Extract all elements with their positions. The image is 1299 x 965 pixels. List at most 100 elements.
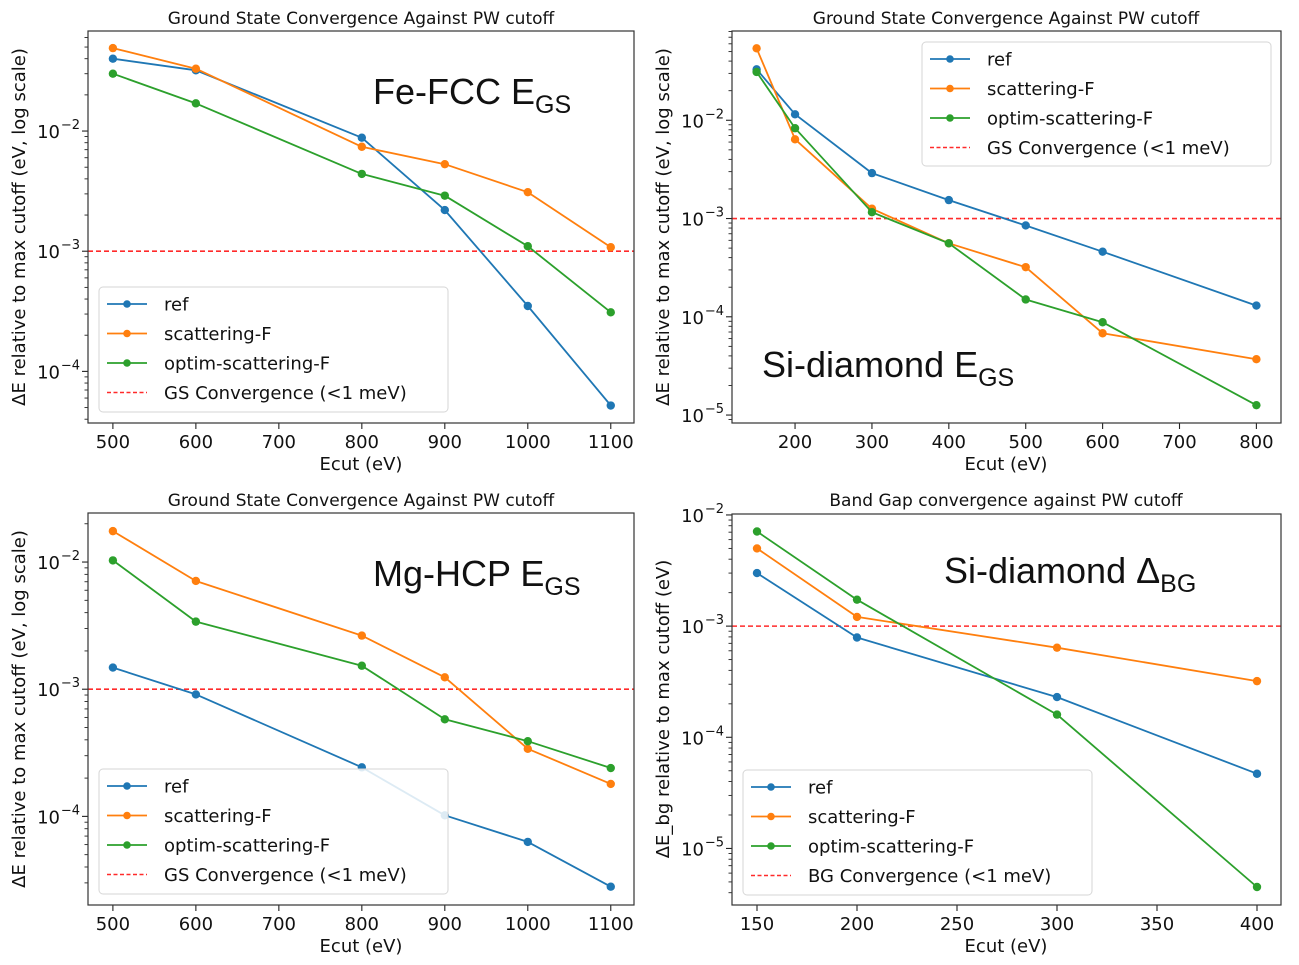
data-point (1252, 882, 1262, 892)
y-tick-label-exponent: −3 (61, 238, 80, 253)
x-tick-label: 900 (428, 432, 462, 453)
legend-item-threshold: GS Convergence (<1 meV) (930, 138, 1230, 159)
data-point (606, 882, 615, 891)
series-line (756, 547, 1258, 682)
chart-title: Ground State Convergence Against PW cuto… (168, 9, 556, 29)
legend-label: GS Convergence (<1 meV) (164, 865, 407, 886)
x-tick-label: 400 (932, 432, 966, 453)
data-point (1098, 329, 1107, 338)
x-tick-label: 800 (345, 432, 379, 453)
data-point (523, 837, 532, 847)
y-tick-label-exponent: −4 (705, 724, 724, 739)
legend-marker (123, 329, 131, 338)
data-point (523, 301, 532, 311)
legend-frame (921, 41, 1272, 167)
legend-label: optim-scattering-F (987, 109, 1153, 130)
legend: ref scattering-F optim-scattering-F GS Conv… (98, 768, 449, 895)
x-tick-label: 700 (262, 914, 296, 935)
legend-label: GS Convergence (<1 meV) (987, 138, 1230, 159)
data-point (191, 99, 201, 108)
y-tick-label-base: 10 (681, 406, 704, 427)
data-point (357, 169, 367, 179)
panel-annotation: Fe-FCC EGS (373, 71, 571, 119)
data-point (357, 631, 367, 640)
data-point (523, 187, 532, 197)
data-point (1052, 692, 1062, 702)
series-scattering-F (108, 43, 615, 252)
y-tick-label-exponent: −2 (61, 118, 80, 133)
legend-item-threshold: GS Convergence (<1 meV) (107, 383, 407, 404)
x-tick-label: 1100 (588, 914, 634, 935)
axes-frame (87, 30, 635, 424)
data-point (191, 576, 201, 586)
y-tick-label-base: 10 (37, 242, 60, 263)
data-point (191, 64, 201, 73)
y-tick-label-exponent: −3 (705, 206, 724, 221)
legend-label: GS Convergence (<1 meV) (164, 383, 407, 404)
data-point (606, 763, 615, 773)
data-point (108, 663, 118, 672)
panel-si-diamond-bg: Band Gap convergence against PW cutoff E… (653, 491, 1282, 957)
x-tick-label: 500 (96, 432, 130, 453)
x-tick-label: 500 (96, 914, 130, 935)
data-point (944, 195, 954, 205)
chart-title: Ground State Convergence Against PW cuto… (168, 491, 556, 511)
y-tick-label-exponent: −5 (705, 835, 724, 850)
x-axis-label: Ecut (eV) (965, 936, 1048, 957)
data-point (867, 168, 877, 178)
x-tick-label: 600 (179, 432, 213, 453)
legend: ref scattering-F optim-scattering-F GS Conv… (98, 286, 449, 413)
legend: ref scattering-F optim-scattering-F BG Conv… (742, 769, 1093, 896)
chart-title: Ground State Convergence Against PW cuto… (813, 9, 1201, 29)
data-point (867, 207, 877, 217)
panel-annotation: Mg-HCP EGS (373, 553, 581, 601)
y-tick-label-base: 10 (37, 362, 60, 383)
y-tick-label: 10 (681, 210, 704, 231)
y-tick-label-base: 10 (37, 122, 60, 143)
annotation-main: Fe-FCC E (373, 71, 535, 112)
x-tick-label: 800 (1239, 432, 1273, 453)
data-point (108, 69, 118, 78)
y-tick-label-base: 10 (681, 506, 704, 527)
series-line (756, 572, 1258, 775)
y-tick-label-base: 10 (681, 617, 704, 638)
y-tick-label-base: 10 (37, 807, 60, 828)
y-axis-label: ΔE relative to max cutoff (eV, log scale… (653, 48, 674, 406)
data-point (440, 715, 450, 724)
y-tick-label-exponent: −4 (61, 358, 80, 373)
data-point (108, 526, 118, 536)
x-tick-label: 200 (840, 914, 874, 935)
y-tick-label: 10 (681, 406, 704, 427)
legend-frame (98, 286, 449, 413)
legend-item: ref (107, 295, 189, 316)
y-minor-ticks (84, 523, 88, 884)
x-tick-label: 500 (1009, 432, 1043, 453)
data-point (1098, 247, 1107, 256)
x-tick-label: 700 (1162, 432, 1196, 453)
legend-item: scattering-F (751, 807, 916, 828)
legend-item-threshold: BG Convergence (<1 meV) (751, 866, 1051, 887)
y-tick-label: 10 (37, 362, 60, 383)
series-optim-scattering-F (752, 67, 1261, 410)
data-point (523, 737, 532, 746)
y-tick-label: 10 (37, 553, 60, 574)
panel-annotation: Si-diamond EGS (762, 344, 1014, 392)
data-point (790, 135, 800, 144)
data-point (1052, 643, 1062, 652)
data-point (440, 673, 450, 682)
y-tick-label: 10 (681, 506, 704, 527)
data-point (1098, 318, 1107, 327)
x-axis-label: Ecut (eV) (320, 936, 403, 957)
annotation-main: Si-diamond Δ (944, 550, 1160, 591)
y-tick-label-exponent: −2 (705, 502, 724, 517)
x-tick-label: 700 (262, 432, 296, 453)
annotation-main: Mg-HCP E (373, 553, 544, 594)
annotation-subscript: GS (535, 91, 571, 119)
y-tick-label-exponent: −5 (705, 402, 724, 417)
series-scattering-F (752, 544, 1262, 686)
series-line (112, 57, 612, 407)
x-tick-label: 1000 (505, 914, 551, 935)
